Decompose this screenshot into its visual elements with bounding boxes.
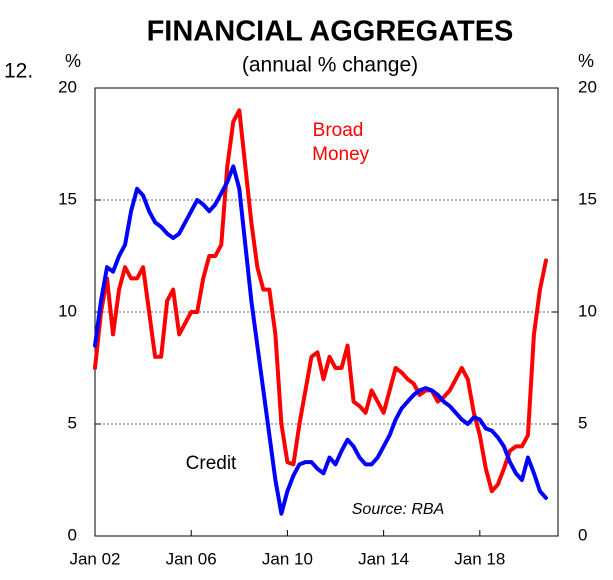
x-tick-label: Jan 06 [166, 549, 217, 568]
chart-subtitle: (annual % change) [242, 54, 418, 77]
y-tick-label: 10 [58, 301, 77, 320]
y2-tick-label: 20 [578, 77, 597, 96]
y2-tick-label: 10 [578, 301, 597, 320]
y2-tick-label: 0 [578, 525, 587, 544]
x-tick-label: Jan 14 [358, 549, 409, 568]
series-label: Broad Money [307, 120, 370, 165]
series-label: Credit [186, 453, 237, 474]
chart-number: 12. [4, 60, 33, 83]
series-line [93, 108, 548, 494]
plot-frame [94, 87, 559, 537]
y2-tick-label: 5 [578, 413, 587, 432]
y2-unit: % [578, 51, 594, 71]
y2-tick-label: 15 [578, 189, 597, 208]
x-tick-label: Jan 18 [454, 549, 505, 568]
y-tick-label: 15 [58, 189, 77, 208]
source-note: Source: RBA [352, 501, 444, 518]
x-tick-label: Jan 10 [262, 549, 313, 568]
series-line [93, 164, 548, 516]
x-tick-label: Jan 02 [69, 549, 120, 568]
chart-title: FINANCIAL AGGREGATES [147, 16, 514, 48]
y-unit: % [65, 51, 81, 71]
y-tick-label: 5 [68, 413, 77, 432]
y-tick-label: 20 [58, 77, 77, 96]
y-tick-label: 0 [68, 525, 77, 544]
